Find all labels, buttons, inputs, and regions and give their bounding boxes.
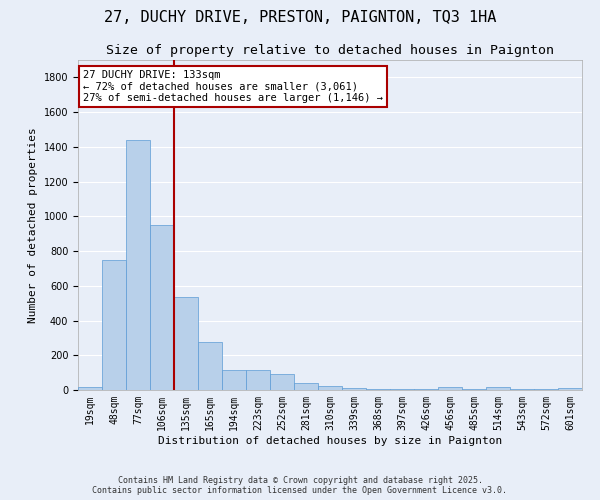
Bar xyxy=(222,370,246,390)
Bar xyxy=(366,389,390,390)
Bar xyxy=(78,386,102,390)
Title: Size of property relative to detached houses in Paignton: Size of property relative to detached ho… xyxy=(106,44,554,58)
Text: 27 DUCHY DRIVE: 133sqm
← 72% of detached houses are smaller (3,061)
27% of semi-: 27 DUCHY DRIVE: 133sqm ← 72% of detached… xyxy=(83,70,383,103)
Text: Contains HM Land Registry data © Crown copyright and database right 2025.
Contai: Contains HM Land Registry data © Crown c… xyxy=(92,476,508,495)
X-axis label: Distribution of detached houses by size in Paignton: Distribution of detached houses by size … xyxy=(158,436,502,446)
Y-axis label: Number of detached properties: Number of detached properties xyxy=(28,127,38,323)
Bar xyxy=(126,140,150,390)
Bar xyxy=(246,370,270,390)
Bar xyxy=(558,388,582,390)
Bar xyxy=(486,386,510,390)
Bar xyxy=(270,374,294,390)
Bar xyxy=(414,389,438,390)
Bar xyxy=(390,389,414,390)
Bar xyxy=(150,225,174,390)
Bar xyxy=(102,260,126,390)
Bar xyxy=(510,389,534,390)
Bar xyxy=(174,297,198,390)
Bar xyxy=(318,386,342,390)
Bar xyxy=(462,389,486,390)
Bar xyxy=(294,383,318,390)
Bar xyxy=(534,389,558,390)
Bar xyxy=(342,388,366,390)
Bar xyxy=(438,386,462,390)
Text: 27, DUCHY DRIVE, PRESTON, PAIGNTON, TQ3 1HA: 27, DUCHY DRIVE, PRESTON, PAIGNTON, TQ3 … xyxy=(104,10,496,25)
Bar xyxy=(198,342,222,390)
